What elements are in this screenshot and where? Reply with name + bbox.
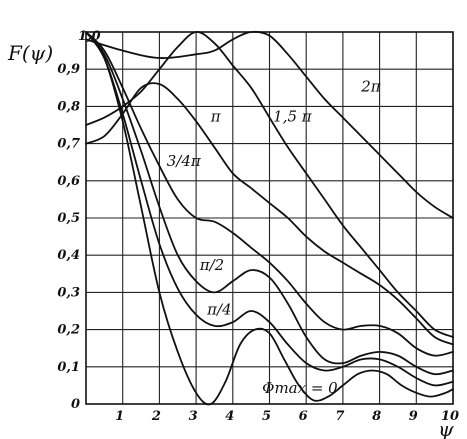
x-tick-label: 3 [189, 409, 198, 424]
curve-label-0: Φmax = 0 [262, 379, 338, 397]
curve-series-0 [85, 31, 454, 406]
curve-series-5 [85, 31, 454, 338]
tick-labels: 1 2 3 4 5 6 7 8 9 10 0 0,1 0,2 0,3 0,4 0,5 0,6 0,7 0,8 0,9 1… [57, 29, 459, 424]
x-tick-label: 8 [372, 409, 381, 424]
y-tick-label: 0,3 [57, 285, 80, 300]
curve-series-3 [85, 31, 454, 357]
curve-label-6: 2π [360, 78, 382, 96]
curve-labels: Φmax = 0 π/4 π/2 3/4π π 1,5 π 2π [167, 78, 382, 397]
curve-series-1 [85, 31, 454, 387]
x-tick-label: 10 [441, 409, 459, 424]
curve-label-3: 3/4π [167, 152, 202, 170]
x-tick-label: 9 [409, 409, 418, 424]
y-tick-label: 0,6 [57, 174, 80, 189]
curve-label-5: 1,5 π [273, 107, 313, 125]
x-tick-label: 5 [262, 409, 271, 424]
x-tick-label: 6 [299, 409, 308, 424]
x-tick-label: 7 [335, 409, 344, 424]
y-tick-label: 0,7 [57, 137, 80, 152]
curve-series-6 [85, 30, 454, 219]
y-tick-label: 0,4 [57, 248, 80, 263]
x-tick-label: 1 [115, 409, 124, 424]
x-tick-label: 2 [151, 409, 161, 424]
curves [85, 30, 454, 406]
y-tick-label: 0,9 [57, 62, 80, 77]
y-tick-label: 1,0 [78, 29, 101, 44]
x-axis-title: ψ [438, 417, 454, 439]
y-tick-label: 0 [71, 397, 80, 412]
y-tick-label: 0,5 [57, 211, 80, 226]
y-tick-label: 0,2 [57, 323, 80, 338]
curve-label-4: π [210, 107, 222, 125]
curve-series-2 [85, 31, 454, 376]
y-tick-label: 0,1 [57, 360, 80, 375]
y-tick-label: 0,8 [57, 99, 80, 114]
curve-label-1: π/4 [206, 301, 231, 319]
x-tick-label: 4 [225, 409, 234, 424]
curve-label-2: π/2 [199, 256, 224, 274]
y-axis-title: F(ψ) [7, 41, 53, 65]
